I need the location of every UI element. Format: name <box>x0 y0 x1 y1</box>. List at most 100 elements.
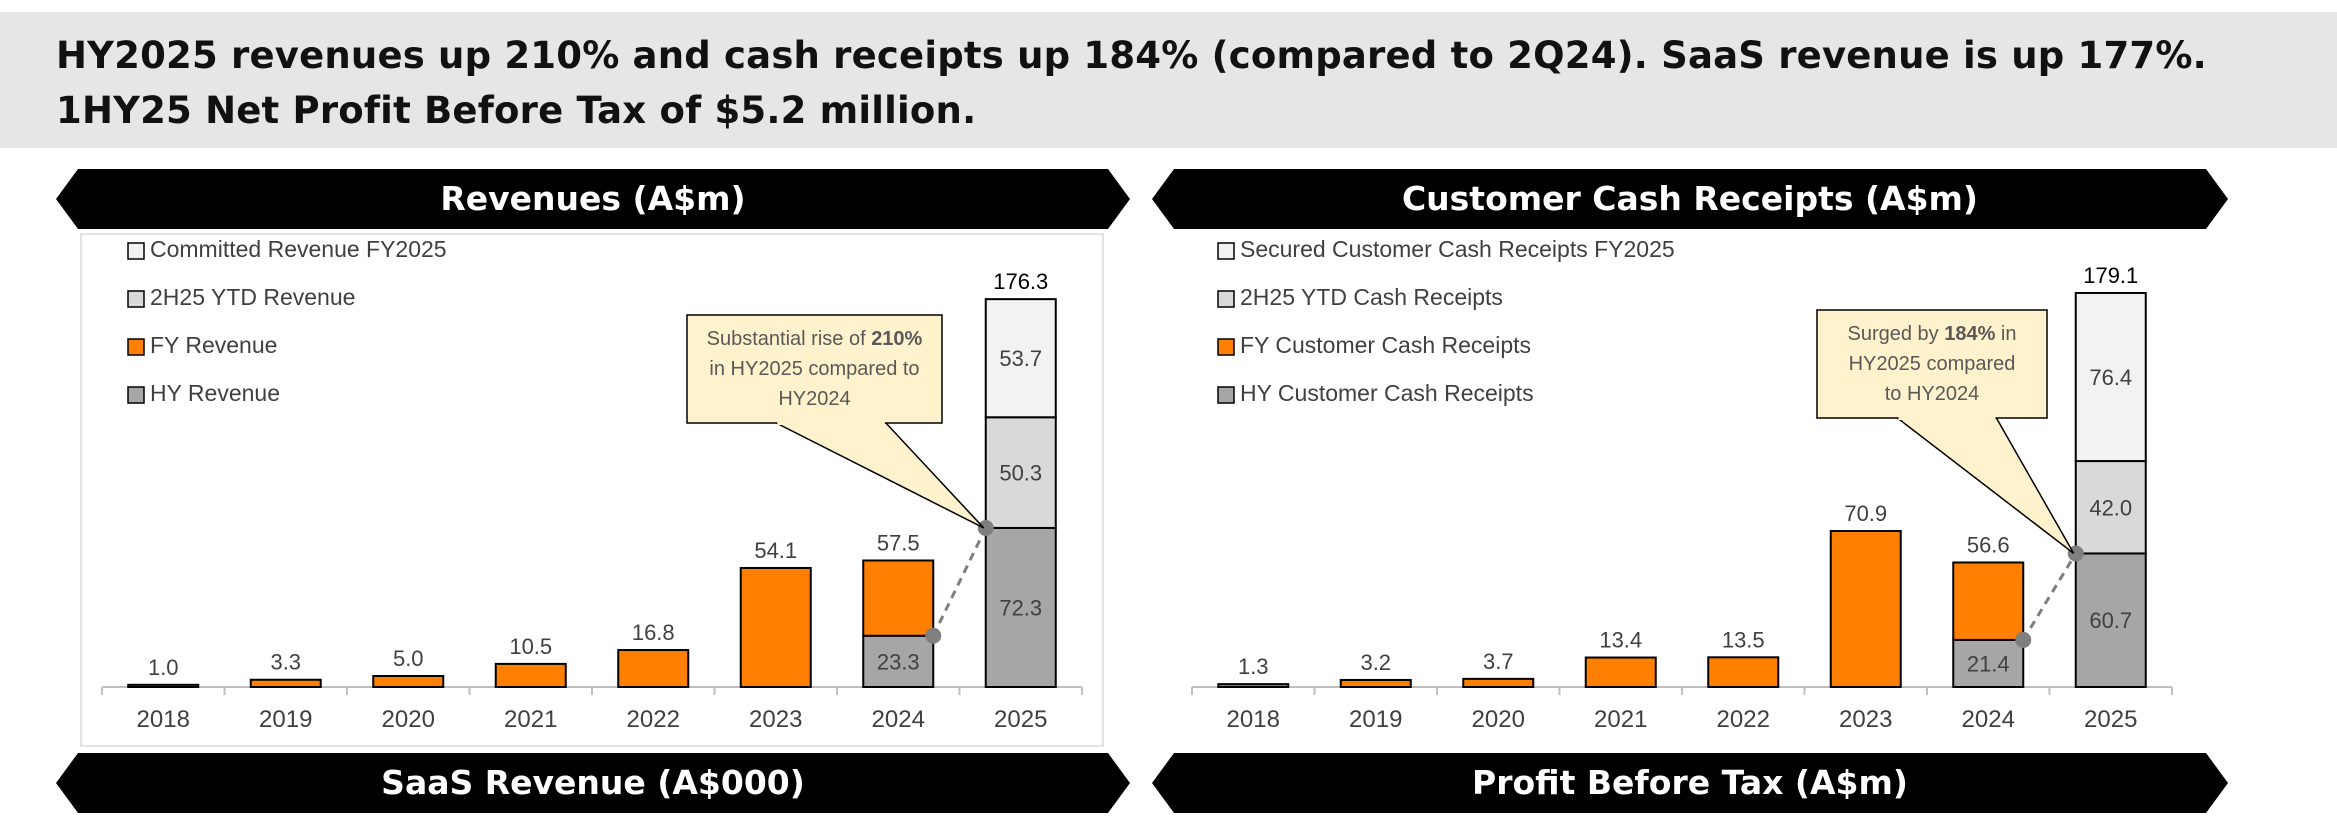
rev-bar-2018-fy-revenue <box>127 683 200 688</box>
cash-legend-swatch-2 <box>1217 338 1235 356</box>
cash-callout-line-2: HY2025 compared <box>1849 353 2016 375</box>
cash-bar-2022-fy-customer-cash-receipts <box>1707 656 1780 688</box>
rev-x-tick-label-2019: 2019 <box>259 706 312 733</box>
rev-callout-line-1: Substantial rise of 210% <box>707 328 923 350</box>
rev-segment-label-2025: 53.7 <box>999 346 1042 371</box>
cash-banner: Customer Cash Receipts (A$m) <box>1152 169 2228 229</box>
cash-segment-label-2025: 60.7 <box>2089 608 2132 633</box>
revenues-panel: Committed Revenue FY2025 2H25 YTD Revenue… <box>80 233 1104 747</box>
cash-bar-2018-fy-customer-cash-receipts <box>1217 683 1290 689</box>
cash-bar-2023-fy-customer-cash-receipts <box>1829 530 1902 688</box>
rev-segment-label-2024: 23.3 <box>877 649 920 674</box>
rev-x-tick-label-2018: 2018 <box>137 706 190 733</box>
cash-x-tick-label-2022: 2022 <box>1717 706 1770 733</box>
rev-bar-2025-committed-revenue-fy2025 <box>984 298 1057 419</box>
rev-callout-box <box>686 314 943 424</box>
rev-x-tick-label-2025: 2025 <box>994 706 1047 733</box>
headline-line-1: HY2025 revenues up 210% and cash receipt… <box>56 34 2207 77</box>
cash-total-label-2023: 70.9 <box>1844 501 1887 526</box>
cash-callout-box <box>1816 309 2048 419</box>
cash-legend-label-1: 2H25 YTD Cash Receipts <box>1240 284 1503 310</box>
cash-x-tick-label-2024: 2024 <box>1962 706 2015 733</box>
cash-bar-2021-fy-customer-cash-receipts <box>1584 656 1657 688</box>
cash-bar-2024-fy-customer-cash-receipts <box>1952 561 2025 641</box>
cash-callout-line-1: Surged by 184% in <box>1847 323 2016 345</box>
cash-total-label-2022: 13.5 <box>1722 627 1765 652</box>
rev-total-label-2024: 57.5 <box>877 531 920 556</box>
cash-total-label-2020: 3.7 <box>1483 649 1514 674</box>
rev-x-tick-label-2023: 2023 <box>749 706 802 733</box>
rev-segment-label-2025: 72.3 <box>999 595 1042 620</box>
cash-total-label-2025: 179.1 <box>2083 263 2138 288</box>
cash-total-label-2018: 1.3 <box>1238 654 1269 679</box>
cash-x-tick-label-2018: 2018 <box>1227 706 1280 733</box>
rev-callout-pointer <box>775 422 985 529</box>
rev-total-label-2020: 5.0 <box>393 646 424 671</box>
rev-bar-2022-fy-revenue <box>617 649 690 689</box>
rev-legend-swatch-1 <box>127 290 145 308</box>
saas-banner-title: SaaS Revenue (A$000) <box>381 763 805 802</box>
rev-bar-2021-fy-revenue <box>494 662 567 688</box>
cash-growth-connector <box>2021 552 2078 641</box>
cash-bar-2025-secured-customer-cash-receipts-fy2025 <box>2074 291 2147 463</box>
headline-line-2: 1HY25 Net Profit Before Tax of $5.2 mill… <box>56 89 977 132</box>
cash-total-label-2021: 13.4 <box>1599 628 1642 653</box>
rev-x-tick-label-2020: 2020 <box>382 706 435 733</box>
cash-legend-label-0: Secured Customer Cash Receipts FY2025 <box>1240 236 1675 262</box>
rev-callout-line-2: in HY2025 compared to <box>709 358 919 380</box>
rev-callout-join <box>777 421 885 425</box>
cash-legend-swatch-0 <box>1217 242 1235 260</box>
rev-legend-label-2: FY Revenue <box>150 332 277 358</box>
rev-callout-line-3: HY2024 <box>778 388 850 410</box>
profit-banner-title: Profit Before Tax (A$m) <box>1472 763 1908 802</box>
rev-legend-label-1: 2H25 YTD Revenue <box>150 284 355 310</box>
rev-segment-label-2025: 50.3 <box>999 461 1042 486</box>
cash-total-label-2024: 56.6 <box>1967 532 2010 557</box>
cash-legend-swatch-1 <box>1217 290 1235 308</box>
rev-bar-2020-fy-revenue <box>372 675 445 688</box>
cash-legend-swatch-3 <box>1217 386 1235 404</box>
cash-bar-2020-fy-customer-cash-receipts <box>1462 677 1535 688</box>
rev-total-label-2019: 3.3 <box>270 650 301 675</box>
saas-banner: SaaS Revenue (A$000) <box>56 753 1130 813</box>
cash-legend-label-3: HY Customer Cash Receipts <box>1240 380 1534 406</box>
rev-connector-dot-2024 <box>925 627 942 644</box>
cash-segment-label-2025: 76.4 <box>2089 365 2132 390</box>
rev-bar-2024-fy-revenue <box>862 559 935 637</box>
rev-legend-swatch-2 <box>127 338 145 356</box>
rev-total-label-2018: 1.0 <box>148 655 179 680</box>
cash-connector-dot-2024 <box>2015 631 2032 648</box>
rev-bar-2019-fy-revenue <box>249 678 322 688</box>
rev-x-tick-label-2021: 2021 <box>504 706 557 733</box>
rev-legend-swatch-0 <box>127 242 145 260</box>
cash-segment-label-2025: 42.0 <box>2089 495 2132 520</box>
rev-x-tick-label-2022: 2022 <box>627 706 680 733</box>
header-band: HY2025 revenues up 210% and cash receipt… <box>0 12 2337 148</box>
cash-legend-label-2: FY Customer Cash Receipts <box>1240 332 1531 358</box>
rev-x-tick-label-2024: 2024 <box>872 706 925 733</box>
cash-segment-label-2024: 21.4 <box>1967 651 2010 676</box>
revenues-chart: Committed Revenue FY2025 2H25 YTD Revenue… <box>101 236 1083 733</box>
rev-bar-2025-2h25-ytd-revenue <box>984 416 1057 529</box>
cash-callout-line-3: to HY2024 <box>1885 383 1980 405</box>
cash-panel: Secured Customer Cash Receipts FY2025 2H2… <box>1170 233 2194 747</box>
cash-bar-2025-2h25-ytd-cash-receipts <box>2074 460 2147 555</box>
rev-legend-swatch-3 <box>127 386 145 404</box>
rev-total-label-2022: 16.8 <box>632 620 675 645</box>
cash-banner-title: Customer Cash Receipts (A$m) <box>1401 179 1979 218</box>
revenues-banner: Revenues (A$m) <box>56 169 1130 229</box>
rev-total-label-2025: 176.3 <box>993 269 1048 294</box>
cash-x-tick-label-2020: 2020 <box>1472 706 1525 733</box>
rev-total-label-2021: 10.5 <box>509 634 552 659</box>
rev-connector-dot-2025 <box>977 519 994 536</box>
revenues-banner-title: Revenues (A$m) <box>440 179 746 218</box>
cash-x-tick-label-2025: 2025 <box>2084 706 2137 733</box>
cash-callout-join <box>1898 416 1996 420</box>
cash-bar-2025-hy-customer-cash-receipts <box>2074 552 2147 688</box>
cash-total-label-2019: 3.2 <box>1360 650 1391 675</box>
cash-x-tick-label-2023: 2023 <box>1839 706 1892 733</box>
cash-bar-2019-fy-customer-cash-receipts <box>1339 678 1412 688</box>
rev-legend-label-0: Committed Revenue FY2025 <box>150 236 447 262</box>
cash-x-tick-label-2019: 2019 <box>1349 706 1402 733</box>
rev-total-label-2023: 54.1 <box>754 538 797 563</box>
